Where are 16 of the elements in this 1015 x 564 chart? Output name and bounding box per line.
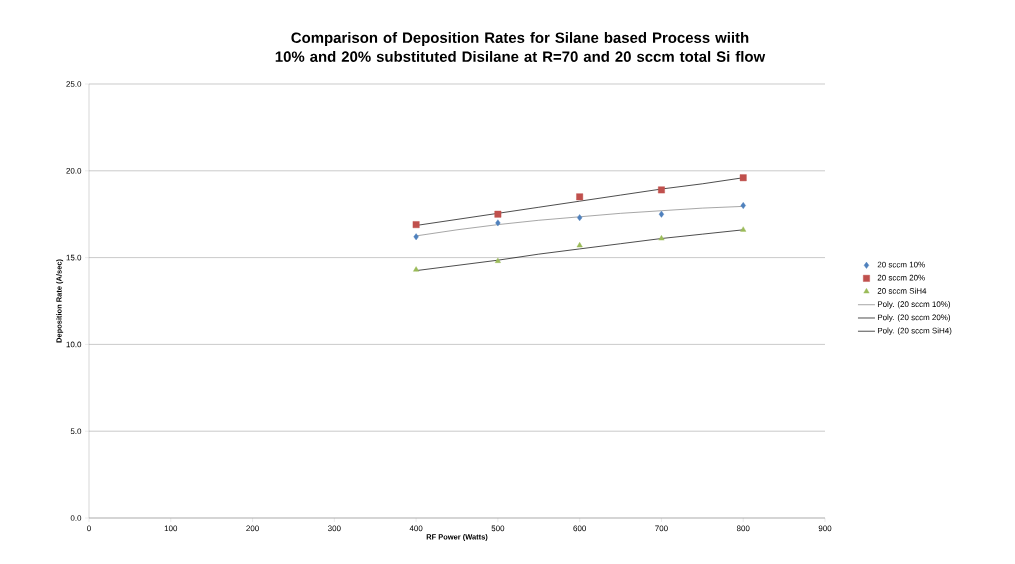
point	[576, 242, 583, 248]
point	[740, 226, 747, 232]
point	[740, 202, 746, 209]
point	[576, 193, 584, 201]
point	[577, 214, 583, 222]
point	[658, 210, 665, 218]
point	[413, 266, 420, 272]
point	[494, 210, 502, 218]
point	[495, 219, 501, 227]
point	[413, 233, 419, 241]
point	[658, 186, 665, 194]
point	[658, 235, 665, 241]
point	[494, 257, 501, 263]
point	[412, 221, 420, 228]
chart-title: Comparison of Deposition Rates for Silane based Process wiith 10% and 20% substituted Disilane at R=70 and 20 sccm total Si flow	[275, 32, 766, 62]
point	[739, 174, 747, 182]
